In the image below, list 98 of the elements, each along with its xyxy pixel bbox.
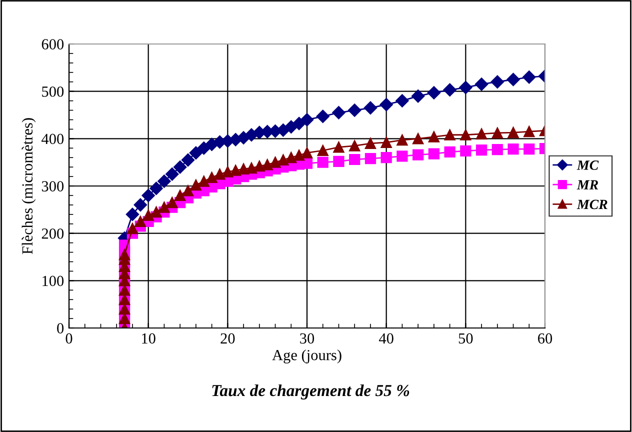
point <box>222 166 234 178</box>
point <box>364 152 376 164</box>
point <box>142 210 154 221</box>
point <box>522 70 536 84</box>
point <box>262 159 273 170</box>
point <box>238 163 250 175</box>
point <box>142 188 155 202</box>
point <box>443 83 456 96</box>
point <box>427 86 441 100</box>
point <box>364 101 378 114</box>
point <box>182 185 194 196</box>
x-tick-label: 40 <box>378 333 394 344</box>
point <box>126 208 140 221</box>
point <box>524 126 535 138</box>
point <box>444 146 456 158</box>
point <box>189 146 203 160</box>
x-axis-title: Age (jours) <box>272 349 342 364</box>
point <box>333 156 344 167</box>
point <box>476 128 488 140</box>
point <box>158 202 170 213</box>
point <box>349 140 360 152</box>
legend-label: MCR <box>576 200 608 210</box>
point <box>294 150 305 161</box>
point <box>286 152 297 164</box>
y-axis-title: Flèches (micromètres) <box>22 118 36 254</box>
point <box>460 145 472 157</box>
point <box>158 174 171 188</box>
point <box>173 160 187 174</box>
y-tick-label: 100 <box>42 276 64 286</box>
x-tick-label: 20 <box>220 333 235 344</box>
y-tick-label: 200 <box>42 228 64 239</box>
point <box>166 168 179 181</box>
point <box>134 198 147 212</box>
point <box>396 134 408 146</box>
x-tick-label: 60 <box>538 333 552 344</box>
text: Taux de chargement de 55 % <box>212 384 410 400</box>
point <box>460 129 472 140</box>
point <box>214 168 226 180</box>
point <box>333 142 344 153</box>
y-tick-label: 500 <box>42 86 64 97</box>
x-tick-label: 50 <box>458 333 473 344</box>
point <box>380 98 393 112</box>
point <box>524 144 535 155</box>
point <box>348 104 362 117</box>
legend-label: MC <box>576 160 599 170</box>
point <box>278 154 289 166</box>
point <box>300 113 314 126</box>
point <box>396 94 409 108</box>
y-tick-label: 600 <box>42 39 64 50</box>
point <box>126 223 138 234</box>
x-tick-label: 0 <box>66 333 72 344</box>
point <box>190 179 202 191</box>
point <box>118 249 130 260</box>
point <box>317 156 328 168</box>
point <box>270 156 281 168</box>
x-tick-label: 30 <box>300 333 314 344</box>
point <box>150 182 163 195</box>
point <box>317 144 328 156</box>
point <box>230 164 242 176</box>
point <box>506 72 520 86</box>
point <box>492 127 503 139</box>
point <box>476 144 488 156</box>
point <box>349 154 360 166</box>
point <box>134 216 146 228</box>
point <box>246 162 258 174</box>
point <box>492 144 503 156</box>
point <box>181 153 195 167</box>
point <box>174 190 186 202</box>
point <box>396 150 408 162</box>
point <box>364 138 376 149</box>
point <box>428 148 440 160</box>
point <box>380 152 392 164</box>
x-tick-label: 10 <box>142 333 156 344</box>
point <box>316 110 330 124</box>
point <box>411 89 425 103</box>
point <box>166 197 178 208</box>
point <box>150 206 162 218</box>
y-tick-label: 0 <box>57 323 64 334</box>
point <box>490 75 504 88</box>
point <box>284 120 298 134</box>
legend-label: MR <box>576 180 598 190</box>
point <box>474 78 488 91</box>
point <box>459 80 472 94</box>
point <box>412 149 424 160</box>
point <box>197 142 210 155</box>
point <box>254 160 265 172</box>
point <box>412 133 424 144</box>
point <box>444 129 456 140</box>
y-tick-label: 300 <box>42 181 64 192</box>
point <box>206 172 218 184</box>
point <box>198 176 210 187</box>
point <box>508 126 519 138</box>
point <box>428 131 440 142</box>
point <box>332 106 346 120</box>
point <box>301 147 313 158</box>
point <box>508 144 519 155</box>
y-tick-label: 400 <box>42 134 64 144</box>
point <box>380 136 392 148</box>
